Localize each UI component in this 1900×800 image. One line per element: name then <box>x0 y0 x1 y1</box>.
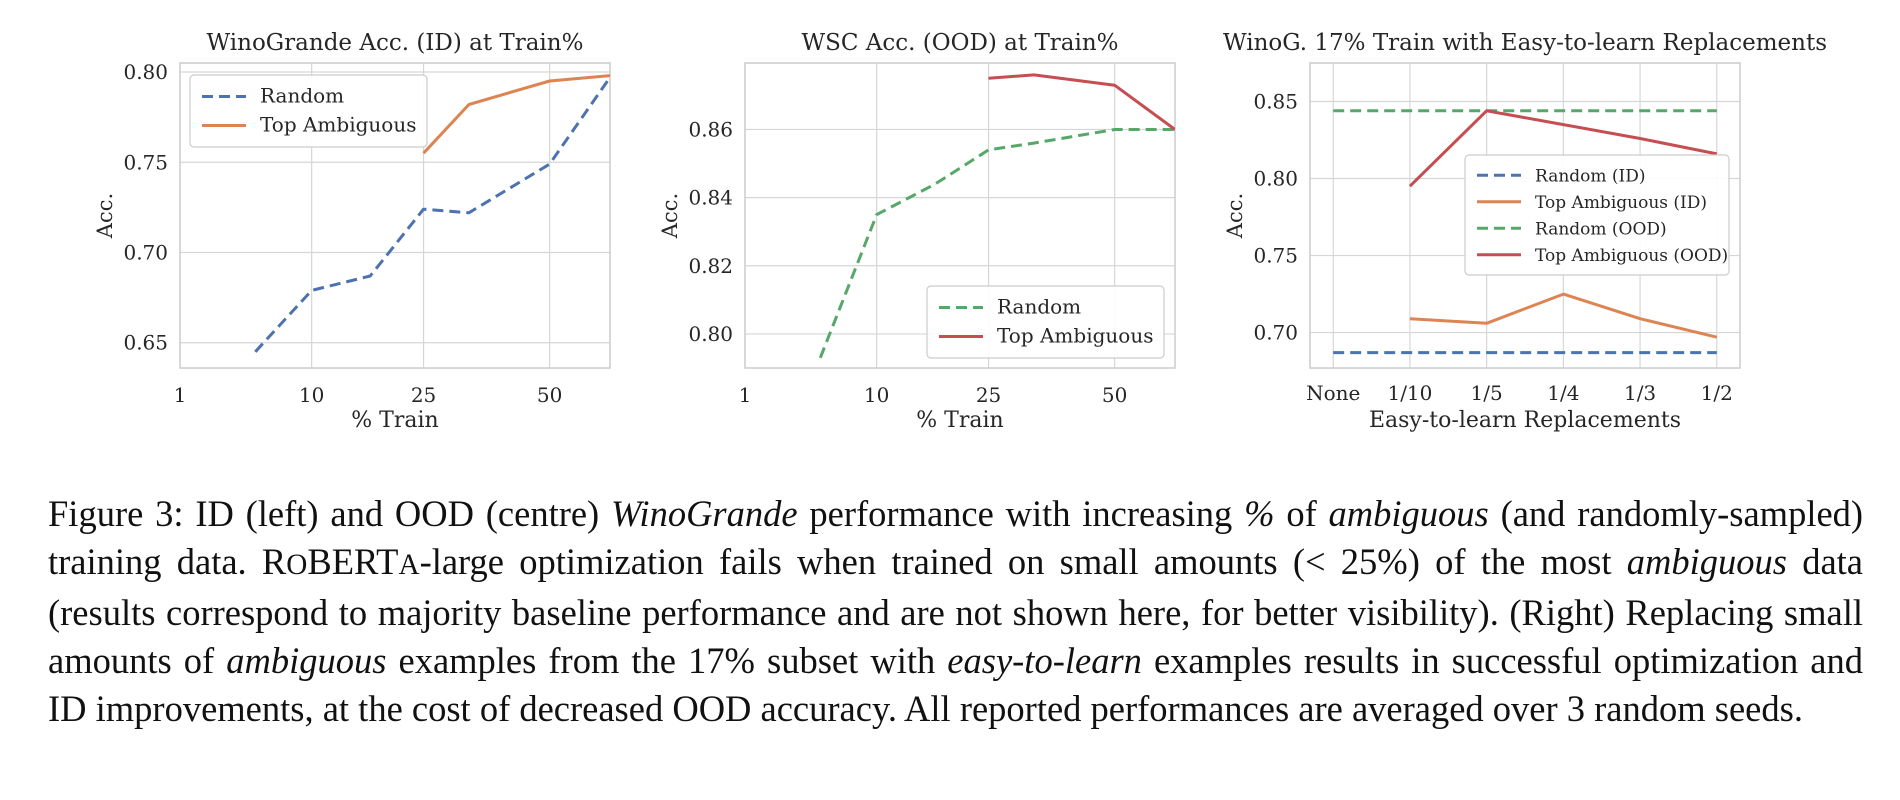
figure-caption: Figure 3: ID (left) and OOD (centre) Win… <box>48 490 1863 733</box>
y-tick-label: 0.86 <box>688 117 733 141</box>
caption-emphasis: ambiguous <box>1328 493 1489 534</box>
x-tick-label: 1/5 <box>1471 381 1503 405</box>
caption-figure-label: Figure 3: <box>48 493 184 534</box>
y-tick-label: 0.65 <box>123 331 168 355</box>
y-tick-label: 0.82 <box>688 254 733 278</box>
x-tick-label: 1/2 <box>1701 381 1733 405</box>
legend-label: Top Ambiguous (ID) <box>1535 193 1707 213</box>
y-axis-label: Acc. <box>93 193 117 239</box>
chart-title: WinoGrande Acc. (ID) at Train% <box>207 30 584 56</box>
legend-label: Top Ambiguous (OOD) <box>1535 246 1728 266</box>
caption-text: -large optimization fails when trained o… <box>419 541 1612 582</box>
y-axis-label: Acc. <box>1223 193 1247 239</box>
series-line <box>1408 109 1718 188</box>
caption-text: examples from the 17% subset with <box>398 640 936 681</box>
series-line <box>422 74 610 155</box>
y-tick-label: 0.75 <box>123 150 168 174</box>
caption-emphasis: WinoGrande <box>611 493 798 534</box>
plot-frame <box>744 62 1176 369</box>
caption-text: examples results in successful optimizat… <box>48 640 1864 729</box>
series-line <box>818 128 1175 359</box>
y-tick-label: 0.80 <box>688 322 733 346</box>
x-tick-label: 1/10 <box>1387 381 1432 405</box>
y-tick-label: 0.75 <box>1253 244 1298 268</box>
legend-label: Top Ambiguous <box>260 113 416 137</box>
legend-label: Random <box>260 84 344 108</box>
chart-title: WinoG. 17% Train with Easy-to-learn Repl… <box>1223 30 1827 56</box>
legend-box <box>926 285 1165 359</box>
x-tick-label: 25 <box>411 383 436 407</box>
x-axis-label: Easy-to-learn Replacements <box>1369 408 1681 433</box>
x-tick-label: None <box>1306 381 1360 405</box>
x-axis-label: % Train <box>916 408 1003 433</box>
legend-box <box>189 74 428 148</box>
y-tick-label: 0.85 <box>1253 90 1298 114</box>
caption-emphasis: % <box>1244 493 1275 534</box>
caption-emphasis: ambiguous <box>1626 541 1787 582</box>
caption-emphasis: easy-to-learn <box>947 640 1142 681</box>
series-line <box>1409 292 1718 339</box>
caption-text: performance with increasing <box>809 493 1233 534</box>
legend-label: Random (OOD) <box>1535 219 1667 239</box>
x-tick-label: 10 <box>299 383 324 407</box>
y-tick-label: 0.80 <box>123 60 168 84</box>
caption-text: data (results correspond to majority bas… <box>48 541 1864 681</box>
x-tick-label: 1 <box>174 383 187 407</box>
x-tick-label: 10 <box>864 383 889 407</box>
y-tick-label: 0.70 <box>123 240 168 264</box>
series-line <box>988 73 1175 131</box>
legend-label: Top Ambiguous <box>997 324 1153 348</box>
caption-text: of <box>1286 493 1317 534</box>
roberta-name: ROBERTA <box>261 541 420 582</box>
y-axis-label: Acc. <box>658 193 682 239</box>
x-tick-label: 25 <box>976 383 1001 407</box>
caption-text: ID (left) and OOD (centre) <box>195 493 600 534</box>
legend-label: Random <box>997 295 1081 319</box>
x-tick-label: 1 <box>739 383 752 407</box>
y-tick-label: 0.80 <box>1253 167 1298 191</box>
plot-frame <box>179 62 611 369</box>
series-line <box>254 76 610 353</box>
caption-emphasis: ambiguous <box>226 640 387 681</box>
y-tick-label: 0.70 <box>1253 321 1298 345</box>
plot-frame <box>1309 62 1741 369</box>
x-tick-label: 50 <box>1102 383 1127 407</box>
legend-label: Random (ID) <box>1535 166 1646 186</box>
y-tick-label: 0.84 <box>688 186 733 210</box>
x-axis-label: % Train <box>351 408 438 433</box>
chart-title: WSC Acc. (OOD) at Train% <box>801 30 1118 56</box>
caption-text: (and randomly-sampled) training data. <box>48 493 1864 582</box>
legend-box <box>1464 154 1730 276</box>
figure-charts: 0.65 0.70 0.75 0.80 1 10 25 50 WinoGrande Acc. (… <box>93 30 1827 433</box>
x-tick-label: 50 <box>537 383 562 407</box>
x-tick-label: 1/3 <box>1624 381 1656 405</box>
x-tick-label: 1/4 <box>1547 381 1579 405</box>
